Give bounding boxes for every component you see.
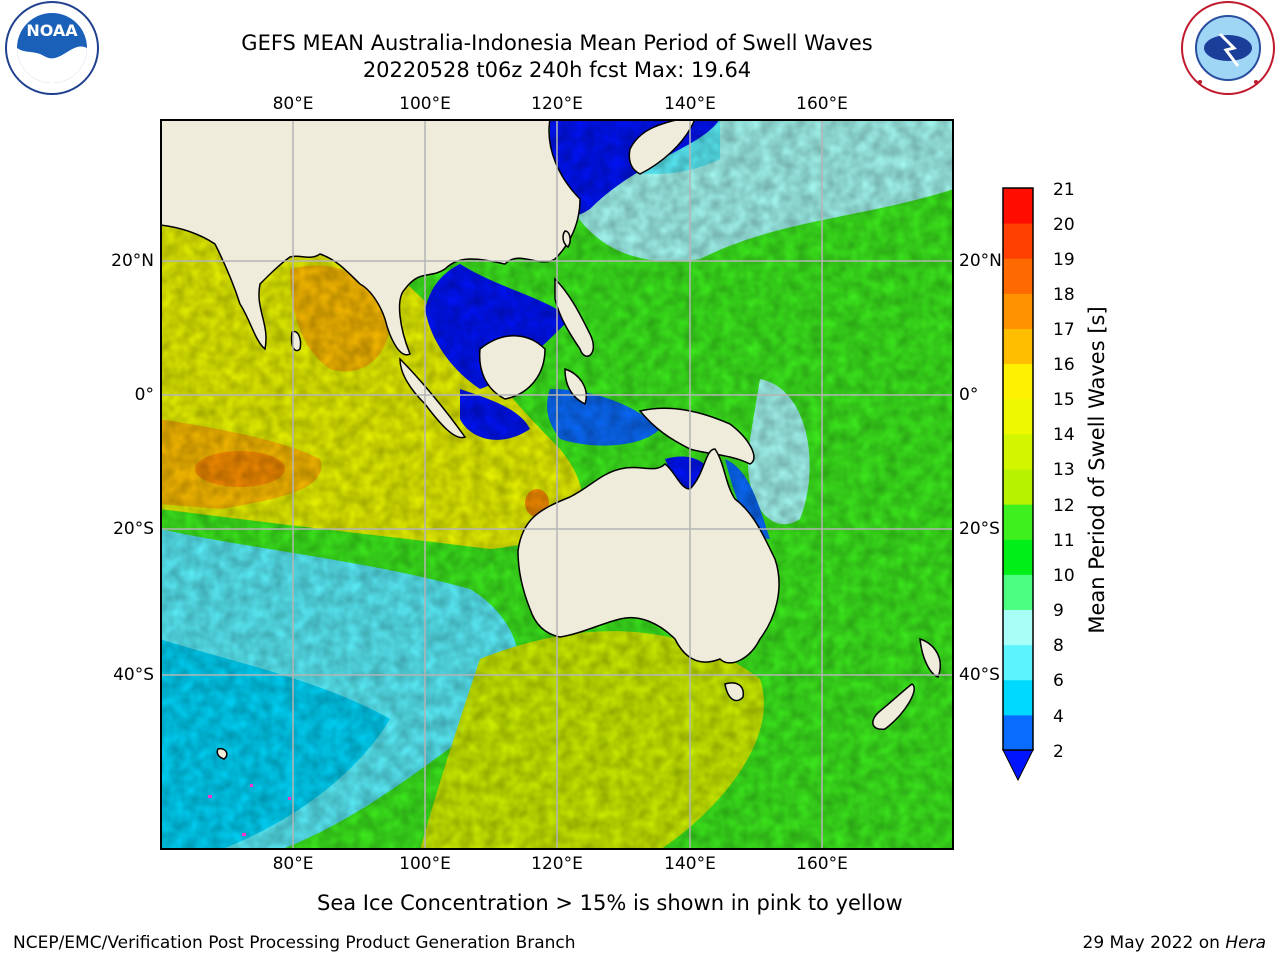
colorbar-frame	[1002, 187, 1034, 751]
colorbar-segment	[1003, 188, 1033, 224]
lon-label-bottom-140e: 140°E	[664, 854, 716, 874]
lat-label-left-20s: 20°S	[113, 519, 154, 539]
map-frame	[160, 119, 954, 850]
lon-label-top-160e: 160°E	[796, 94, 848, 114]
colorbar-tick-17: 17	[1053, 320, 1075, 340]
colorbar-segment	[1003, 714, 1033, 751]
tasmania-land	[724, 682, 744, 702]
sea-ice-note: Sea Ice Concentration > 15% is shown in …	[317, 891, 903, 915]
lon-label-bottom-80e: 80°E	[272, 854, 314, 874]
colorbar	[1002, 187, 1034, 782]
colorbar-segment	[1003, 398, 1033, 435]
colorbar-segment	[1003, 293, 1033, 329]
lat-label-left-40s: 40°S	[113, 665, 154, 685]
chart-title: GEFS MEAN Australia-Indonesia Mean Perio…	[241, 31, 873, 55]
colorbar-tick-8: 8	[1053, 636, 1064, 656]
colorbar-segment	[1003, 258, 1033, 294]
colorbar-tick-11: 11	[1053, 531, 1075, 551]
nz-north-island-land	[919, 637, 941, 678]
lon-label-bottom-160e: 160°E	[796, 854, 848, 874]
footer-machine: Hera	[1225, 933, 1266, 953]
colorbar-tick-21: 21	[1053, 180, 1075, 200]
swell-period-map	[160, 119, 954, 850]
nws-logo	[1181, 1, 1275, 95]
colorbar-tick-4: 4	[1053, 707, 1064, 727]
colorbar-segment	[1003, 223, 1033, 259]
taiwan-land	[562, 230, 571, 249]
lon-label-bottom-100e: 100°E	[399, 854, 451, 874]
noaa-logo-text: NOAA	[26, 21, 78, 40]
lat-label-left-0: 0°	[134, 385, 154, 405]
colorbar-segment	[1003, 433, 1033, 470]
colorbar-tick-9: 9	[1053, 601, 1064, 621]
colorbar-tick-12: 12	[1053, 496, 1075, 516]
lat-label-right-20s: 20°S	[959, 519, 1000, 539]
lon-label-top-80e: 80°E	[272, 94, 314, 114]
lon-label-top-100e: 100°E	[399, 94, 451, 114]
colorbar-tick-16: 16	[1053, 355, 1075, 375]
colorbar-segment	[1003, 644, 1033, 681]
lon-label-bottom-120e: 120°E	[531, 854, 583, 874]
borneo-land	[478, 335, 546, 400]
graticule	[160, 119, 954, 850]
philippines-land	[554, 277, 595, 357]
colorbar-segments	[1003, 188, 1033, 751]
lat-label-right-40s: 40°S	[959, 665, 1000, 685]
colorbar-segment	[1003, 679, 1033, 716]
colorbar-under-arrow	[1002, 749, 1034, 782]
lon-label-top-120e: 120°E	[531, 94, 583, 114]
lat-label-left-20n: 20°N	[111, 251, 154, 271]
colorbar-segment	[1003, 609, 1033, 646]
colorbar-tick-15: 15	[1053, 390, 1075, 410]
colorbar-segment	[1003, 504, 1033, 540]
new-guinea-land	[638, 407, 755, 465]
lat-label-right-0: 0°	[959, 385, 979, 405]
colorbar-segment	[1003, 328, 1033, 365]
colorbar-tick-18: 18	[1053, 285, 1075, 305]
footer-date: 29 May 2022 on Hera	[1083, 933, 1267, 953]
chart-subtitle: 20220528 t06z 240h fcst Max: 19.64	[362, 58, 752, 82]
footer-credit: NCEP/EMC/Verification Post Processing Pr…	[13, 933, 576, 953]
colorbar-tick-10: 10	[1053, 566, 1075, 586]
colorbar-tick-6: 6	[1053, 671, 1064, 691]
colorbar-segment	[1003, 539, 1033, 575]
colorbar-title: Mean Period of Swell Waves [s]	[1085, 306, 1109, 634]
nz-south-island-land	[872, 683, 915, 730]
sea-ice-specks	[208, 784, 291, 836]
colorbar-tick-13: 13	[1053, 460, 1075, 480]
sumatra-land	[399, 357, 467, 439]
australia-land	[517, 448, 780, 664]
sri-lanka-land	[290, 330, 302, 352]
landmasses	[160, 119, 941, 760]
noaa-logo: NOAA	[5, 1, 99, 95]
japan-land	[628, 119, 696, 175]
kerguelen-land	[216, 747, 228, 760]
colorbar-segment	[1003, 469, 1033, 505]
lat-label-right-20n: 20°N	[959, 251, 1002, 271]
colorbar-segment	[1003, 574, 1033, 610]
colorbar-tick-2: 2	[1053, 742, 1064, 762]
colorbar-segment	[1003, 363, 1033, 400]
lon-label-top-140e: 140°E	[664, 94, 716, 114]
colorbar-tick-19: 19	[1053, 250, 1075, 270]
colorbar-tick-14: 14	[1053, 425, 1075, 445]
colorbar-tick-20: 20	[1053, 215, 1075, 235]
footer-date-text: 29 May 2022 on	[1082, 933, 1220, 953]
